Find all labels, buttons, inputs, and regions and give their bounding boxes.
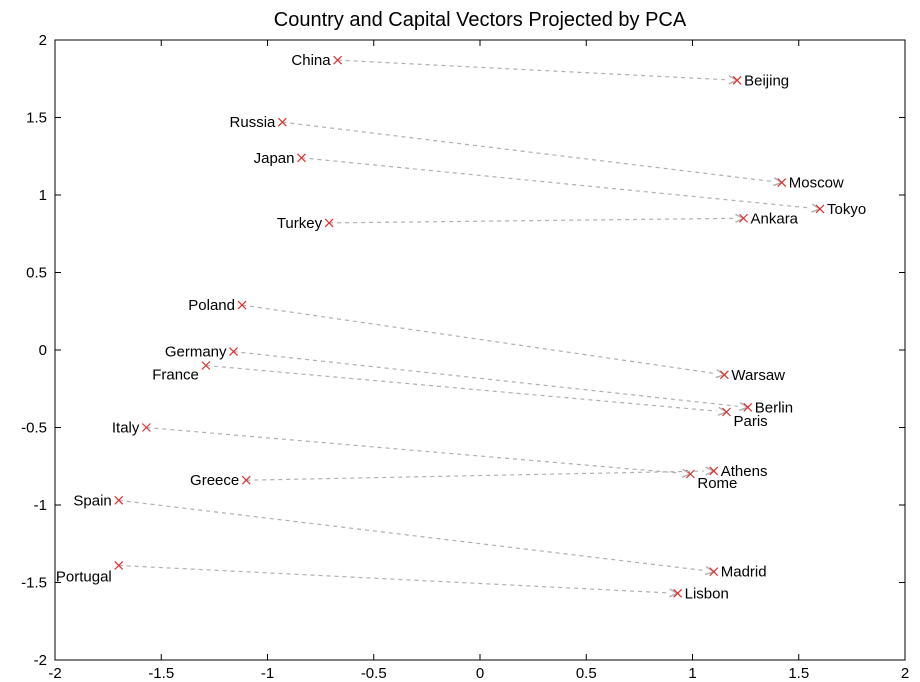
y-tick-label: -1: [34, 497, 47, 514]
capital-label: Paris: [734, 413, 768, 430]
y-tick-label: 1: [39, 187, 47, 204]
data-point: [723, 408, 731, 416]
connector-line: [119, 565, 668, 592]
data-point: [733, 76, 741, 84]
x-tick-label: 2: [901, 665, 909, 682]
country-label: Japan: [254, 150, 295, 167]
country-label: China: [291, 52, 331, 69]
y-tick-label: -0.5: [21, 420, 47, 437]
capital-label: Warsaw: [731, 367, 785, 384]
capital-label: Moscow: [789, 175, 844, 192]
y-tick-label: -1.5: [21, 575, 47, 592]
capital-label: Madrid: [721, 564, 767, 581]
x-tick-label: -1: [261, 665, 274, 682]
data-point: [710, 467, 718, 475]
connector-line: [242, 305, 714, 373]
data-point: [816, 205, 824, 213]
y-tick-label: 0.5: [26, 265, 47, 282]
country-label: Poland: [188, 297, 235, 314]
pca-chart: Country and Capital Vectors Projected by…: [0, 0, 920, 682]
connector-line: [338, 60, 728, 80]
connector-line: [119, 500, 704, 570]
data-point: [778, 179, 786, 187]
arrow-head: [735, 214, 743, 222]
connector-line: [246, 471, 704, 480]
x-tick-label: -0.5: [361, 665, 387, 682]
arrow-head: [706, 467, 714, 475]
country-label: Portugal: [56, 568, 112, 585]
connector-line: [282, 122, 771, 181]
country-label: Turkey: [277, 215, 323, 232]
x-tick-label: 0: [476, 665, 484, 682]
connector-line: [206, 366, 717, 412]
chart-svg: Country and Capital Vectors Projected by…: [0, 0, 920, 682]
y-tick-label: -2: [34, 652, 47, 669]
data-point: [720, 371, 728, 379]
capital-label: Athens: [721, 463, 768, 480]
y-tick-label: 1.5: [26, 110, 47, 127]
capital-label: Ankara: [751, 210, 799, 227]
connector-line: [329, 218, 733, 223]
capital-label: Lisbon: [685, 585, 729, 602]
x-tick-label: -1.5: [148, 665, 174, 682]
y-tick-label: 2: [39, 32, 47, 49]
data-point: [674, 589, 682, 597]
connector-line: [146, 428, 680, 474]
x-tick-label: 1.5: [788, 665, 809, 682]
country-label: France: [152, 367, 199, 384]
x-tick-label: -2: [48, 665, 61, 682]
capital-label: Beijing: [744, 72, 789, 89]
capital-label: Tokyo: [827, 201, 866, 218]
connector-line: [234, 352, 738, 407]
country-label: Italy: [112, 420, 140, 437]
country-label: Germany: [165, 344, 227, 361]
x-tick-label: 0.5: [576, 665, 597, 682]
x-tick-label: 1: [688, 665, 696, 682]
data-point: [740, 214, 748, 222]
country-label: Greece: [190, 472, 239, 489]
country-label: Russia: [230, 114, 277, 131]
country-label: Spain: [73, 492, 111, 509]
data-point: [710, 568, 718, 576]
connector-line: [302, 158, 811, 208]
y-tick-label: 0: [39, 342, 47, 359]
chart-title: Country and Capital Vectors Projected by…: [274, 9, 687, 31]
data-point: [744, 403, 752, 411]
